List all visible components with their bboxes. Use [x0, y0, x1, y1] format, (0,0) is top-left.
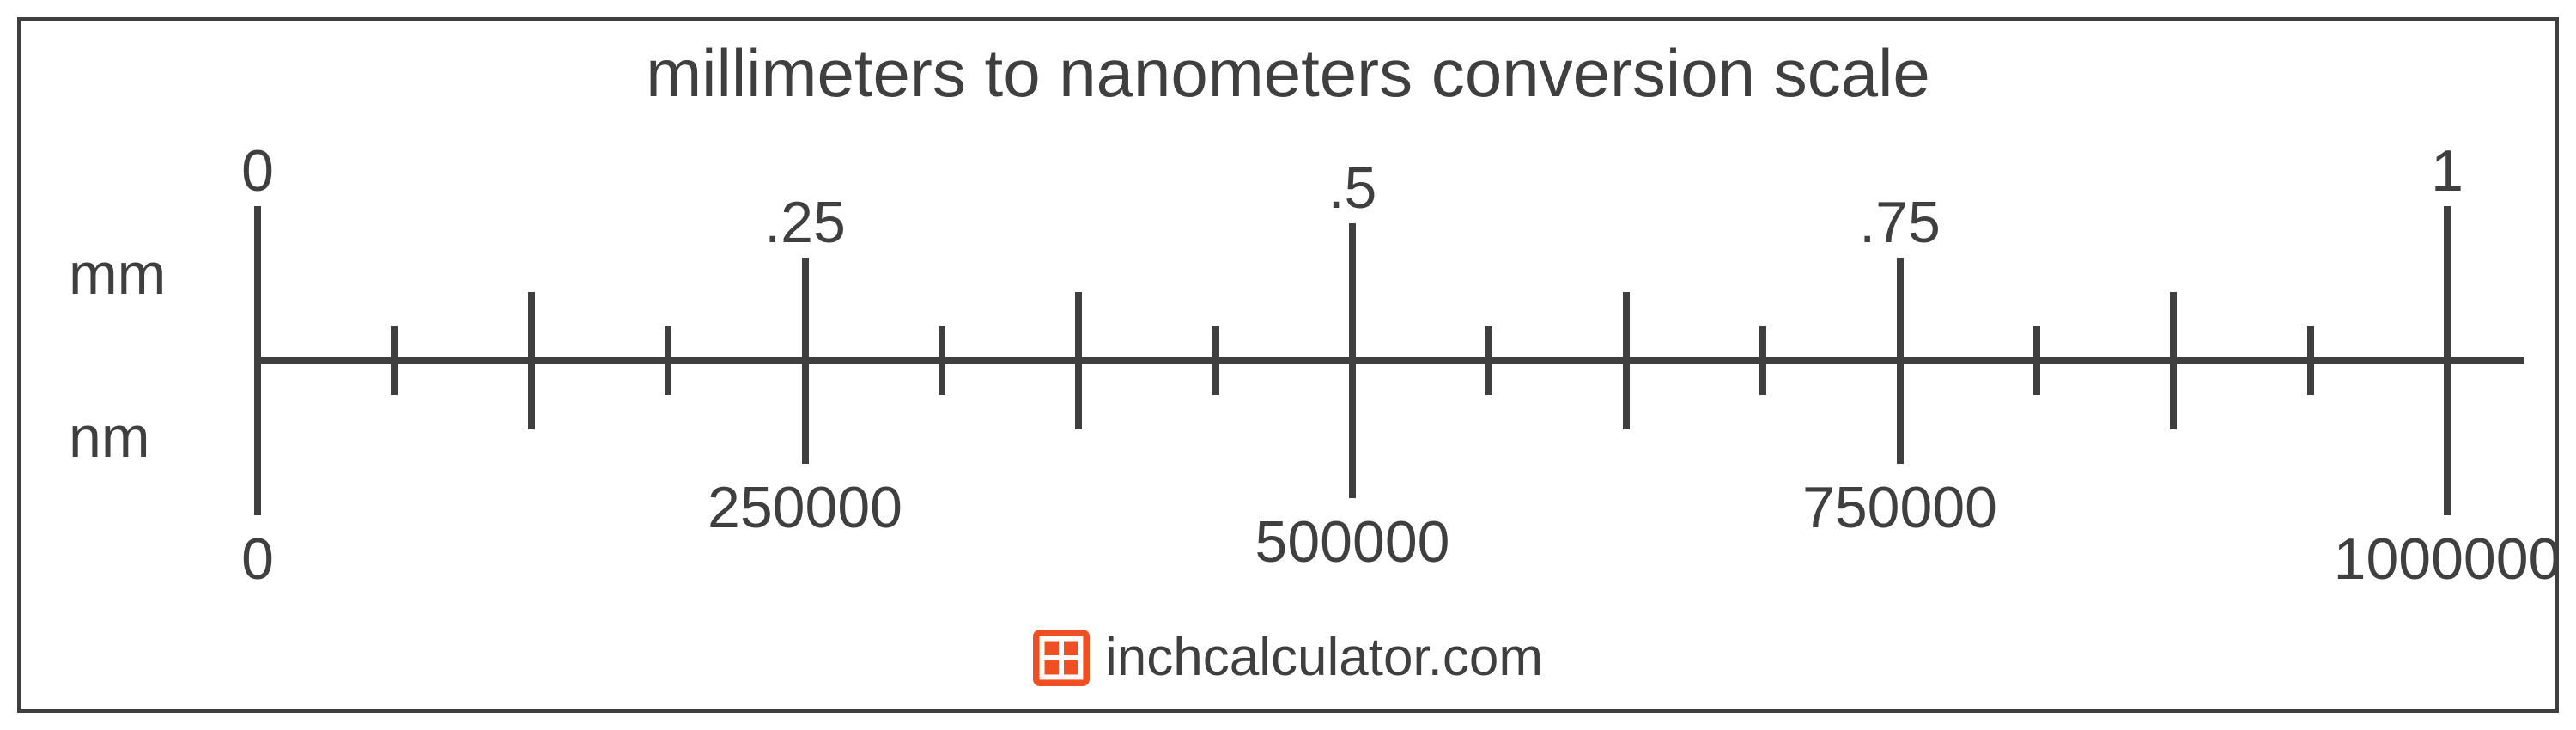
top-tick-label: 1	[2431, 137, 2464, 204]
bottom-tick	[2033, 361, 2040, 395]
top-tick-label: .5	[1328, 155, 1377, 222]
bottom-tick	[254, 361, 261, 515]
bottom-tick	[1623, 361, 1630, 429]
top-tick	[1075, 292, 1082, 361]
bottom-tick	[2170, 361, 2177, 429]
bottom-tick	[2444, 361, 2451, 515]
bottom-tick	[802, 361, 809, 464]
attribution-text: inchcalculator.com	[1105, 627, 1543, 688]
top-tick-label: .25	[764, 189, 846, 256]
scale-axis	[258, 357, 2524, 364]
bottom-tick	[528, 361, 535, 429]
top-tick	[2307, 326, 2314, 361]
attribution-footer: inchcalculator.com	[0, 627, 2576, 688]
top-tick	[1349, 223, 1356, 361]
top-tick	[1212, 326, 1219, 361]
bottom-tick-label: 750000	[1802, 474, 1997, 541]
top-tick	[1623, 292, 1630, 361]
top-tick	[665, 326, 671, 361]
top-tick	[1897, 258, 1904, 361]
top-tick	[2170, 292, 2177, 361]
bottom-tick-label: 1000000	[2334, 526, 2561, 593]
bottom-tick	[1212, 361, 1219, 395]
top-tick	[254, 206, 261, 361]
top-tick-label: 0	[241, 137, 274, 204]
bottom-tick-label: 500000	[1255, 508, 1450, 575]
bottom-tick	[391, 361, 398, 395]
bottom-tick	[2307, 361, 2314, 395]
calculator-logo-icon	[1033, 630, 1090, 686]
bottom-tick	[1759, 361, 1766, 395]
bottom-tick-label: 0	[241, 526, 274, 593]
bottom-tick	[1075, 361, 1082, 429]
bottom-tick	[939, 361, 945, 395]
top-tick-label: .75	[1859, 189, 1941, 256]
bottom-tick	[1897, 361, 1904, 464]
top-tick	[1485, 326, 1492, 361]
bottom-tick-label: 250000	[708, 474, 902, 541]
conversion-scale: 0 .25 .5 .75 1 0 250000 500000 750000 1000000	[0, 0, 2576, 730]
top-tick	[1759, 326, 1766, 361]
bottom-tick	[1485, 361, 1492, 395]
top-tick	[2033, 326, 2040, 361]
top-tick	[939, 326, 945, 361]
bottom-tick	[665, 361, 671, 395]
top-tick	[2444, 206, 2451, 361]
top-tick	[391, 326, 398, 361]
top-tick	[802, 258, 809, 361]
top-tick	[528, 292, 535, 361]
bottom-tick	[1349, 361, 1356, 498]
